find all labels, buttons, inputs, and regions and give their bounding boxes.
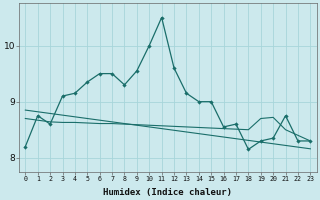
X-axis label: Humidex (Indice chaleur): Humidex (Indice chaleur) — [103, 188, 232, 197]
